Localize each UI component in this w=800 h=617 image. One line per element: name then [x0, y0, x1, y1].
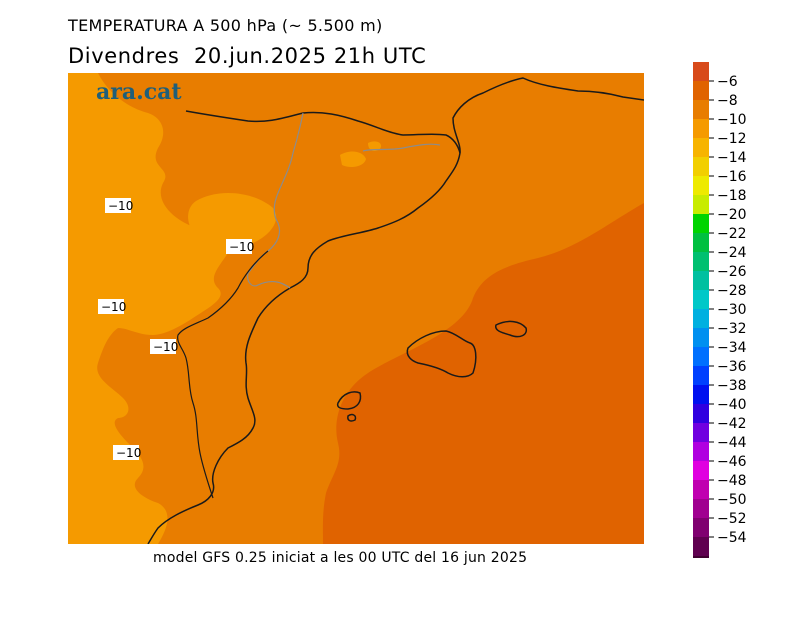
- legend-label: −50: [717, 492, 747, 508]
- legend-label: −34: [717, 340, 747, 356]
- legend-color-swatch: [693, 385, 709, 404]
- legend-color-swatch: [693, 252, 709, 271]
- legend-color-swatch: [693, 556, 709, 558]
- legend-color-swatch: [693, 290, 709, 309]
- legend-color-swatch: [693, 62, 709, 81]
- map-subtitle-date: Divendres 20.jun.2025 21h UTC: [68, 44, 427, 68]
- legend-label: −52: [717, 511, 747, 527]
- legend-label: −22: [717, 226, 747, 242]
- legend-color-swatch: [693, 119, 709, 138]
- contour-label: −10: [116, 446, 141, 460]
- legend-color-swatch: [693, 309, 709, 328]
- legend-label: −16: [717, 169, 747, 185]
- color-scale-legend: −6 −8 −10 −12 −14 −16 −18 −20 −22 −24 −26 −28 −30 −32…: [693, 62, 747, 558]
- legend-label: −54: [717, 530, 747, 546]
- legend-label: −42: [717, 416, 747, 432]
- legend-color-swatch: [693, 81, 709, 100]
- legend-label: −12: [717, 131, 747, 147]
- legend-label: −18: [717, 188, 747, 204]
- band-minus12-minus10-pyrenees: [340, 151, 366, 167]
- coastline-mainland: [147, 77, 644, 544]
- legend-label: −30: [717, 302, 747, 318]
- legend-label: −46: [717, 454, 747, 470]
- contour-label: −10: [153, 340, 178, 354]
- legend-color-swatch: [693, 157, 709, 176]
- band-minus8-minus6: [322, 203, 644, 544]
- band-minus12-minus10-interior: [188, 192, 277, 248]
- legend-color-swatch: [693, 518, 709, 537]
- legend-color-swatch: [693, 423, 709, 442]
- legend-color-swatch: [693, 328, 709, 347]
- legend-label: −36: [717, 359, 747, 375]
- border-pyrenees: [185, 110, 461, 154]
- legend-label: −14: [717, 150, 747, 166]
- legend-color-swatch: [693, 176, 709, 195]
- band-minus12-minus10-west: [68, 73, 229, 544]
- legend-color-swatch: [693, 480, 709, 499]
- contour-label: −10: [108, 199, 133, 213]
- legend-color-swatch: [693, 138, 709, 157]
- legend-color-swatch: [693, 537, 709, 556]
- legend-label: −40: [717, 397, 747, 413]
- map-title: TEMPERATURA A 500 hPa (~ 5.500 m): [68, 16, 383, 35]
- legend-label: −38: [717, 378, 747, 394]
- legend-label: −48: [717, 473, 747, 489]
- border-aragon-west: [177, 250, 269, 499]
- legend-label: −44: [717, 435, 747, 451]
- island-menorca: [494, 320, 528, 338]
- contour-label: −10: [229, 240, 254, 254]
- legend-label: −20: [717, 207, 747, 223]
- legend-label: −26: [717, 264, 747, 280]
- legend-color-swatch: [693, 100, 709, 119]
- legend-label: −6: [717, 74, 738, 90]
- island-ibiza: [336, 391, 362, 410]
- legend-color-swatch: [693, 233, 709, 252]
- border-regional: [247, 112, 304, 289]
- legend-label: −32: [717, 321, 747, 337]
- legend-color-swatch: [693, 195, 709, 214]
- model-info-footer: model GFS 0.25 iniciat a les 00 UTC del …: [153, 550, 528, 566]
- legend-color-swatch: [693, 214, 709, 233]
- temperature-map: ara.cat −10 −10 −10 −10 −10: [68, 73, 644, 544]
- legend-color-swatch: [693, 499, 709, 518]
- contour-label: −10: [101, 300, 126, 314]
- legend-color-swatch: [693, 347, 709, 366]
- legend-color-swatch: [693, 404, 709, 423]
- legend-color-swatch: [693, 461, 709, 480]
- legend-color-swatch: [693, 271, 709, 290]
- legend-color-swatch: [693, 366, 709, 385]
- legend-label: −10: [717, 112, 747, 128]
- legend-label: −8: [717, 93, 738, 109]
- island-mallorca: [406, 330, 477, 378]
- legend-label: −28: [717, 283, 747, 299]
- legend-label: −24: [717, 245, 747, 261]
- ara-cat-watermark-logo: ara.cat: [96, 79, 182, 105]
- legend-color-swatch: [693, 442, 709, 461]
- contour-labels: −10 −10 −10 −10 −10: [98, 198, 254, 460]
